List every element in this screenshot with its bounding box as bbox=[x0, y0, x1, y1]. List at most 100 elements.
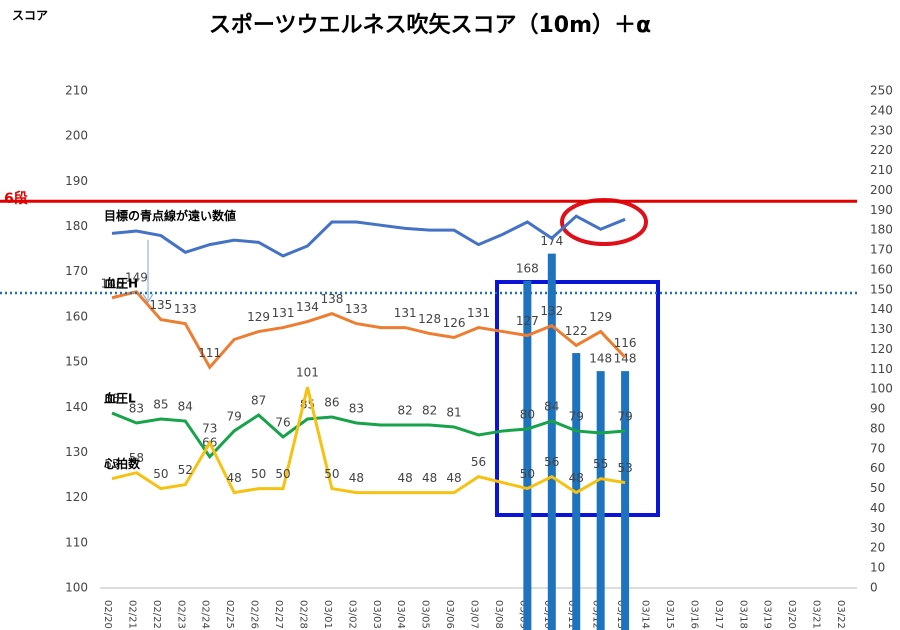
data-label: 127 bbox=[516, 314, 539, 328]
x-tick-label: 03/04 bbox=[395, 600, 406, 629]
data-label: 48 bbox=[422, 471, 437, 485]
data-label: 134 bbox=[296, 300, 319, 314]
y-tick-label: 110 bbox=[65, 535, 88, 549]
data-label: 50 bbox=[251, 467, 266, 481]
data-label: 80 bbox=[520, 407, 535, 421]
data-label: 131 bbox=[272, 306, 295, 320]
data-label: 55 bbox=[104, 457, 119, 471]
line-series bbox=[111, 214, 626, 258]
y2-tick-label: 170 bbox=[870, 243, 893, 257]
data-label: 79 bbox=[617, 409, 632, 423]
y-tick-label: 160 bbox=[65, 309, 88, 323]
y2-tick-label: 110 bbox=[870, 362, 893, 376]
data-label: 146 bbox=[101, 276, 124, 290]
x-tick-label: 03/12 bbox=[591, 600, 602, 629]
y2-tick-label: 240 bbox=[870, 103, 893, 117]
data-label: 48 bbox=[398, 471, 413, 485]
data-label: 76 bbox=[275, 415, 290, 429]
data-label: 73 bbox=[202, 421, 217, 435]
bar-label: 174 bbox=[540, 234, 563, 248]
data-label: 149 bbox=[125, 270, 148, 284]
data-label: 131 bbox=[394, 306, 417, 320]
x-tick-label: 03/16 bbox=[688, 600, 699, 629]
data-label: 58 bbox=[129, 451, 144, 465]
data-label: 87 bbox=[251, 394, 266, 408]
series-name: 血圧H bbox=[104, 275, 138, 290]
data-label: 132 bbox=[540, 304, 563, 318]
data-label: 56 bbox=[544, 455, 559, 469]
x-tick-label: 03/01 bbox=[322, 600, 333, 629]
data-label: 82 bbox=[398, 403, 413, 417]
x-tick-label: 03/21 bbox=[811, 600, 822, 629]
data-label: 128 bbox=[418, 312, 441, 326]
y-tick-label: 140 bbox=[65, 400, 88, 414]
x-tick-label: 02/25 bbox=[224, 600, 235, 629]
y2-tick-label: 80 bbox=[870, 421, 885, 435]
y2-tick-label: 130 bbox=[870, 322, 893, 336]
reference-label: 6段 bbox=[4, 190, 28, 207]
x-tick-label: 02/21 bbox=[126, 600, 137, 629]
data-label: 52 bbox=[178, 463, 193, 477]
data-label: 48 bbox=[446, 471, 461, 485]
data-label: 86 bbox=[324, 396, 339, 410]
data-label: 83 bbox=[129, 401, 144, 415]
y2-tick-label: 150 bbox=[870, 282, 893, 296]
y-tick-label: 120 bbox=[65, 490, 88, 504]
y2-tick-label: 70 bbox=[870, 441, 885, 455]
y2-tick-label: 90 bbox=[870, 402, 885, 416]
y2-tick-label: 160 bbox=[870, 262, 893, 276]
bar bbox=[547, 253, 556, 630]
y2-tick-label: 60 bbox=[870, 461, 885, 475]
bar-label: 148 bbox=[614, 352, 637, 366]
y-tick-label: 190 bbox=[65, 174, 88, 188]
y2-tick-label: 10 bbox=[870, 561, 885, 575]
data-label: 111 bbox=[198, 346, 221, 360]
line-series bbox=[111, 411, 626, 460]
data-label: 131 bbox=[467, 306, 490, 320]
data-label: 81 bbox=[446, 405, 461, 419]
x-tick-label: 02/20 bbox=[102, 600, 113, 629]
y2-tick-label: 180 bbox=[870, 223, 893, 237]
data-label: 82 bbox=[422, 403, 437, 417]
x-tick-label: 03/19 bbox=[762, 600, 773, 629]
data-label: 138 bbox=[320, 292, 343, 306]
y-label: スコア bbox=[12, 9, 48, 23]
y2-tick-label: 100 bbox=[870, 382, 893, 396]
bar bbox=[523, 280, 532, 630]
x-tick-label: 02/28 bbox=[297, 600, 308, 629]
data-label: 48 bbox=[227, 471, 242, 485]
chart-title: スポーツウエルネス吹矢スコア（10m）＋α bbox=[209, 12, 651, 38]
y-tick-label: 100 bbox=[65, 581, 88, 595]
data-label: 48 bbox=[349, 471, 364, 485]
line-series bbox=[111, 386, 626, 495]
bar bbox=[621, 371, 630, 630]
y2-tick-label: 200 bbox=[870, 183, 893, 197]
y2-tick-label: 210 bbox=[870, 163, 893, 177]
data-label: 122 bbox=[565, 324, 588, 338]
y2-tick-label: 140 bbox=[870, 302, 893, 316]
y-tick-label: 170 bbox=[65, 264, 88, 278]
y2-tick-label: 190 bbox=[870, 203, 893, 217]
y-tick-label: 180 bbox=[65, 219, 88, 233]
data-label: 129 bbox=[247, 310, 270, 324]
data-label: 133 bbox=[345, 302, 368, 316]
x-tick-label: 02/22 bbox=[151, 600, 162, 629]
data-label: 55 bbox=[593, 457, 608, 471]
data-label: 79 bbox=[569, 409, 584, 423]
x-tick-label: 03/13 bbox=[615, 600, 626, 629]
data-label: 126 bbox=[443, 316, 466, 330]
y2-tick-label: 230 bbox=[870, 123, 893, 137]
data-label: 50 bbox=[324, 467, 339, 481]
x-tick-label: 03/05 bbox=[420, 600, 431, 629]
y2-tick-label: 20 bbox=[870, 541, 885, 555]
bar bbox=[596, 371, 605, 630]
bar-label: 168 bbox=[516, 261, 539, 275]
data-label: 79 bbox=[227, 409, 242, 423]
data-label: 50 bbox=[153, 467, 168, 481]
data-label: 83 bbox=[349, 401, 364, 415]
y2-tick-label: 40 bbox=[870, 501, 885, 515]
x-tick-label: 02/24 bbox=[200, 600, 211, 629]
data-label: 135 bbox=[149, 298, 172, 312]
x-tick-label: 03/06 bbox=[444, 600, 455, 629]
x-tick-label: 03/02 bbox=[346, 600, 357, 629]
